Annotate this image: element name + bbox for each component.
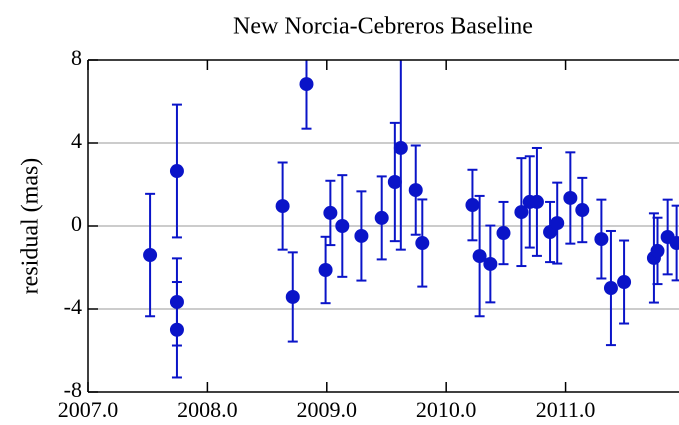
x-tick-label: 2008.0 [177,397,238,422]
point [169,164,184,179]
x-tick-label: 2010.0 [416,397,477,422]
point [550,216,565,231]
point [617,275,632,290]
point [650,243,665,258]
point [374,210,389,225]
point [393,140,408,155]
point [285,289,300,304]
point [415,236,430,251]
y-tick-label: -4 [64,294,82,319]
x-tick-label: 2011.0 [536,397,596,422]
point [669,236,679,251]
point [387,175,402,190]
point [275,199,290,214]
point [169,322,184,337]
y-tick-label: 8 [71,45,82,70]
point [465,198,480,213]
y-tick-label: 4 [71,128,82,153]
y-tick-label: 0 [71,211,82,236]
point [354,228,369,243]
point [594,232,609,247]
x-tick-label: 2007.0 [58,397,119,422]
point [514,205,529,220]
plot-area [143,60,679,379]
point [299,77,314,92]
y-axis-label: residual (mas) [18,158,44,295]
point [318,262,333,277]
y-tick-label: -8 [64,377,82,402]
point [563,190,578,205]
point [575,203,590,218]
point [143,248,158,263]
point [323,205,338,220]
point [408,183,423,198]
point [529,194,544,209]
point [603,281,618,296]
point [335,219,350,233]
x-tick-label: 2009.0 [297,397,358,422]
point [483,256,498,271]
point [496,226,511,241]
chart-title: New Norcia-Cebreros Baseline [233,14,533,40]
point [472,249,487,264]
